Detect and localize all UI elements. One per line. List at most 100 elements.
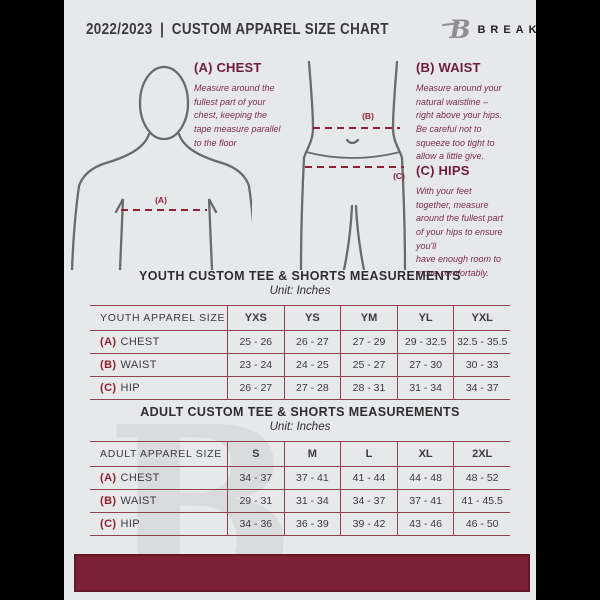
adult-row-label: (C) HIP — [90, 512, 227, 536]
adult-row-label: (B) WAIST — [90, 489, 227, 512]
adult-section-title: ADULT CUSTOM TEE & SHORTS MEASUREMENTS — [140, 405, 460, 419]
table-value: 27 - 30 — [396, 353, 454, 376]
table-value: 39 - 42 — [340, 512, 397, 536]
youth-size-header: YS — [283, 305, 341, 330]
hips-guide-text: With your feet together, measure around … — [416, 186, 504, 279]
waist-guide-text: Measure around your natural waistline – … — [416, 83, 503, 162]
right-hip-outline — [391, 60, 407, 270]
header-year: 2022/2023 — [86, 21, 153, 38]
table-value: 36 - 39 — [283, 512, 341, 536]
table-value: 31 - 34 — [396, 376, 454, 400]
row-label-text: HIP — [120, 518, 141, 530]
adult-size-header: L — [340, 441, 397, 466]
left-shoulder-arm — [70, 132, 151, 270]
table-value: 41 - 44 — [340, 466, 397, 489]
adult-size-header: M — [283, 441, 341, 466]
table-value: 48 - 52 — [453, 466, 510, 489]
table-value: 29 - 31 — [227, 489, 284, 512]
size-chart-page: 2022/2023 | CUSTOM APPAREL SIZE CHART B … — [64, 0, 536, 600]
table-value: 26 - 27 — [283, 330, 341, 353]
brand-name: BREAKAWAY — [477, 24, 536, 36]
row-prefix: (B) — [100, 495, 117, 507]
table-value: 43 - 46 — [396, 512, 454, 536]
header-bar: 2022/2023 | CUSTOM APPAREL SIZE CHART B … — [86, 15, 536, 44]
header-divider: | — [160, 21, 165, 38]
youth-row-label: (B) WAIST — [90, 353, 227, 376]
navel-mark — [345, 138, 360, 145]
adult-corner-header: ADULT APPAREL SIZE — [90, 441, 227, 466]
youth-row-label: (C) HIP — [90, 376, 227, 400]
table-value: 34 - 37 — [340, 489, 397, 512]
hips-measure-line — [305, 166, 404, 168]
table-value: 41 - 45.5 — [453, 489, 510, 512]
table-value: 30 - 33 — [453, 353, 510, 376]
lower-body-diagram — [299, 60, 407, 270]
table-value: 27 - 28 — [283, 376, 341, 400]
waist-guide-title: (B) WAIST — [416, 60, 481, 75]
row-prefix: (C) — [100, 518, 117, 530]
chest-guide-text: Measure around the fullest part of your … — [194, 83, 281, 148]
youth-size-header: YXS — [227, 305, 284, 330]
row-prefix: (B) — [100, 359, 117, 371]
table-value: 23 - 24 — [227, 353, 284, 376]
row-prefix: (A) — [100, 336, 117, 348]
left-armpit-line — [114, 198, 125, 270]
right-inner-leg — [354, 204, 366, 270]
row-label-text: WAIST — [120, 495, 157, 507]
left-inner-leg — [342, 204, 354, 270]
table-value: 28 - 31 — [340, 376, 397, 400]
row-label-text: WAIST — [120, 359, 157, 371]
waistband-curve — [305, 151, 401, 159]
table-value: 24 - 25 — [283, 353, 341, 376]
page-title: 2022/2023 | CUSTOM APPAREL SIZE CHART — [86, 21, 389, 39]
left-hip-outline — [299, 60, 315, 270]
table-value: 37 - 41 — [396, 489, 454, 512]
hips-guide-title: (C) HIPS — [416, 163, 470, 178]
adult-unit-label: Unit: Inches — [269, 421, 331, 433]
chest-measure-tag: (A) — [155, 195, 167, 205]
adult-size-table: ADULT APPAREL SIZE S M L XL 2XL (A) CHES… — [90, 441, 510, 536]
table-value: 27 - 29 — [340, 330, 397, 353]
waist-measure-tag: (B) — [362, 111, 374, 121]
youth-corner-header: YOUTH APPAREL SIZE — [90, 305, 227, 330]
table-value: 29 - 32.5 — [396, 330, 454, 353]
chest-guide-title: (A) CHEST — [194, 60, 262, 75]
adult-row-label: (A) CHEST — [90, 466, 227, 489]
table-value: 46 - 50 — [453, 512, 510, 536]
right-armpit-line — [207, 198, 218, 270]
table-value: 34 - 37 — [227, 466, 284, 489]
youth-unit-label: Unit: Inches — [269, 285, 331, 297]
table-value: 25 - 26 — [227, 330, 284, 353]
header-title-text: CUSTOM APPAREL SIZE CHART — [171, 21, 389, 38]
breakaway-logo: B BREAKAWAY — [442, 15, 536, 45]
table-value: 32.5 - 35.5 — [453, 330, 510, 353]
row-prefix: (A) — [100, 472, 117, 484]
adult-size-header: 2XL — [453, 441, 510, 466]
head-outline — [138, 65, 190, 141]
row-label-text: CHEST — [120, 336, 160, 348]
table-value: 34 - 37 — [453, 376, 510, 400]
table-value: 34 - 36 — [227, 512, 284, 536]
right-shoulder-arm — [177, 132, 252, 224]
row-prefix: (C) — [100, 382, 117, 394]
table-value: 31 - 34 — [283, 489, 341, 512]
adult-size-header: XL — [396, 441, 454, 466]
logo-letter: B — [449, 15, 471, 44]
adult-size-header: S — [227, 441, 284, 466]
upper-body-diagram — [70, 65, 252, 270]
youth-size-header: YXL — [453, 305, 510, 330]
youth-section-title: YOUTH CUSTOM TEE & SHORTS MEASUREMENTS — [139, 269, 461, 283]
table-value: 37 - 41 — [283, 466, 341, 489]
hips-measure-tag: (C) — [393, 171, 405, 181]
youth-size-table: YOUTH APPAREL SIZE YXS YS YM YL YXL (A) … — [90, 305, 510, 400]
chest-measure-line — [121, 209, 207, 211]
breakaway-b-icon: B — [442, 15, 471, 45]
youth-size-header: YL — [396, 305, 454, 330]
row-label-text: HIP — [120, 382, 141, 394]
youth-size-header: YM — [340, 305, 397, 330]
row-label-text: CHEST — [120, 472, 160, 484]
table-value: 25 - 27 — [340, 353, 397, 376]
table-value: 26 - 27 — [227, 376, 284, 400]
table-value: 44 - 48 — [396, 466, 454, 489]
youth-row-label: (A) CHEST — [90, 330, 227, 353]
